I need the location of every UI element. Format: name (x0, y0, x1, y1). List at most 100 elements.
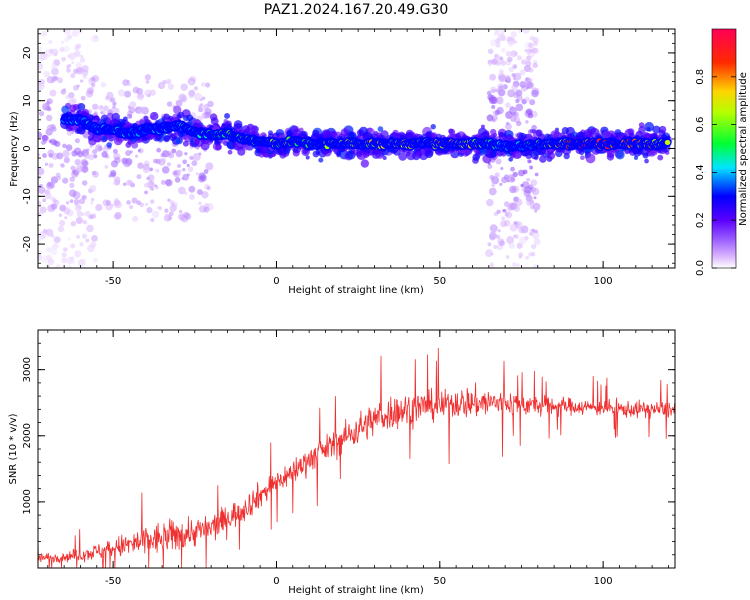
spectrogram-blob (205, 162, 214, 171)
spectrogram-blob (117, 89, 126, 97)
spectrogram-blob (519, 69, 526, 76)
spectrogram-blob (496, 150, 502, 156)
spectrogram-blob (201, 96, 206, 100)
spectrogram-blob (156, 206, 161, 210)
spectrogram-blob (61, 105, 70, 114)
spectrogram-blob (163, 135, 171, 143)
spectrogram-blob (68, 92, 75, 99)
spectrogram-blob (499, 240, 506, 247)
spectrogram-ylabel: Frequency (Hz) (9, 111, 20, 187)
spectrogram-blob (526, 177, 531, 182)
spectrogram-blob (46, 247, 52, 253)
spectrogram-blob (505, 75, 511, 81)
spectrogram-blob (178, 186, 186, 195)
spectrogram-blob (171, 203, 175, 207)
spectrogram-blob (524, 186, 532, 194)
spectrogram-blob (68, 259, 73, 265)
spectrogram-blob (376, 132, 383, 139)
spectrogram-blob (495, 42, 501, 48)
spectrogram-blob (500, 167, 504, 171)
spectrogram-blob (63, 45, 70, 53)
spectrogram-blob (535, 129, 543, 137)
spectrogram-blob (483, 130, 490, 137)
spectrogram-blob (177, 163, 182, 169)
spectrogram-blob (340, 128, 349, 137)
spectrogram-blob (110, 160, 119, 168)
spectrogram-blob (241, 125, 251, 134)
spectrogram-blob (90, 241, 97, 248)
spectrogram-blob (70, 243, 76, 249)
spectrogram-blob (203, 206, 210, 213)
spectrogram-blob (494, 29, 502, 34)
spectrogram-blob (62, 247, 68, 252)
spectrogram-blob (644, 158, 649, 164)
spectrogram-blob (76, 210, 83, 218)
spectrogram-blob (161, 158, 167, 163)
spectrogram-blob (480, 124, 485, 129)
spectrogram-blob (192, 153, 201, 161)
spectrogram-blob (56, 152, 64, 160)
spectrogram-blob (493, 244, 498, 249)
spectrogram-blob (150, 199, 155, 204)
spectrogram-blob (147, 133, 154, 141)
spectrogram-blob (184, 212, 192, 220)
spectrogram-blob (61, 252, 67, 258)
spectrogram-blob (531, 124, 537, 131)
spectrogram-blob (38, 238, 42, 243)
spectrogram-blob (199, 174, 207, 182)
spectrogram-blob (487, 94, 494, 101)
spectrogram-blob (529, 35, 535, 41)
spectrogram-blob (126, 200, 131, 205)
spectrogram-blob (530, 251, 536, 257)
x-tick-label: -50 (105, 576, 121, 587)
spectrogram-blob (70, 73, 76, 79)
spectrogram-blob (38, 62, 44, 71)
spectrogram-blob (606, 153, 615, 161)
spectrogram-blob (51, 63, 58, 69)
spectrogram-blob (59, 46, 65, 53)
spectrogram-blob (95, 203, 103, 212)
spectrogram-blob (430, 123, 436, 130)
spectrogram-blob (406, 150, 416, 161)
spectrogram-blob (180, 83, 188, 91)
spectrogram-blob (606, 132, 612, 137)
spectrogram-blob (66, 65, 70, 69)
spectrogram-blob (329, 130, 337, 138)
spectrogram-blob (485, 149, 495, 159)
spectrogram-blob (518, 236, 527, 245)
spectrogram-blob (242, 143, 249, 151)
spectrogram-blob (147, 174, 155, 182)
spectrogram-blob (198, 201, 202, 206)
spectrogram-blob (84, 210, 91, 217)
spectrogram-blob (100, 105, 104, 109)
spectrogram-blob (156, 147, 162, 153)
spectrogram-blob (484, 249, 493, 258)
spectrogram-blob (163, 213, 172, 222)
spectrogram-blob (579, 150, 585, 156)
spectrogram-blob (507, 40, 514, 47)
spectrogram-blob (61, 40, 65, 44)
spectrogram-blob (81, 233, 87, 239)
spectrogram-blob (100, 81, 107, 88)
spectrogram-blob (495, 158, 502, 165)
spectrogram-blob (533, 196, 537, 200)
spectrogram-blob (103, 105, 109, 112)
spectrogram-blob (489, 262, 494, 266)
spectrogram-blob (149, 167, 154, 172)
y-tick-label: 3000 (22, 357, 33, 382)
figure-title: PAZ1.2024.167.20.49.G30 (264, 2, 449, 18)
spectrogram-blob (505, 211, 513, 219)
spectrogram-blob (166, 101, 173, 107)
spectrogram-blob (38, 111, 45, 117)
spectrogram-blob (77, 151, 84, 158)
spectrogram-blob (529, 232, 533, 236)
spectrogram-blob (50, 248, 58, 256)
spectrogram-blob (57, 225, 65, 233)
spectrogram-blob (144, 190, 148, 195)
spectrogram-blob (62, 143, 67, 149)
spectrogram-blob (189, 194, 195, 200)
spectrogram-blob (61, 257, 67, 264)
spectrogram-blob (58, 213, 62, 217)
spectrogram-blob (74, 50, 81, 57)
